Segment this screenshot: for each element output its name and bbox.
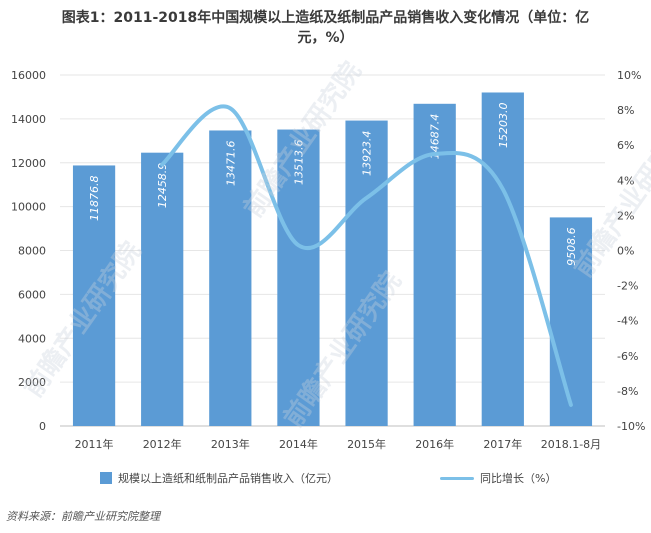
title-line-1: 图表1：2011-2018年中国规模以上造纸及纸制品产品销售收入变化情况（单位：… bbox=[61, 10, 590, 26]
legend-item-bar: 规模以上造纸和纸制品产品销售收入（亿元） bbox=[100, 470, 338, 486]
bar bbox=[141, 152, 184, 427]
x-tick-label: 2017年 bbox=[483, 437, 522, 451]
y-right-tick-label: -4% bbox=[617, 315, 638, 328]
y-left-tick-label: 10000 bbox=[11, 201, 46, 214]
bar bbox=[481, 92, 524, 426]
y-right-tick-label: -6% bbox=[617, 350, 638, 363]
y-right-tick-label: -2% bbox=[617, 280, 638, 293]
bar-data-label: 11876.8 bbox=[88, 175, 101, 221]
chart-legend: 规模以上造纸和纸制品产品销售收入（亿元） 同比增长（%） bbox=[0, 470, 651, 490]
legend-line-swatch bbox=[440, 476, 474, 480]
y-right-tick-label: 4% bbox=[617, 174, 634, 187]
chart-canvas: 0 2000 4000 6000 8000 10000 12000 14000 16000 -10… bbox=[11, 69, 645, 451]
legend-bar-label: 规模以上造纸和纸制品产品销售收入（亿元） bbox=[118, 472, 338, 485]
bar bbox=[549, 217, 593, 426]
y-left-tick-label: 14000 bbox=[11, 113, 46, 126]
y-left-tick-label: 4000 bbox=[18, 332, 46, 345]
y-left-tick-label: 8000 bbox=[18, 245, 46, 258]
x-tick-label: 2012年 bbox=[143, 437, 182, 451]
bar-data-label: 9508.6 bbox=[565, 227, 578, 266]
bar bbox=[72, 165, 116, 426]
bar-data-label: 13923.4 bbox=[361, 131, 374, 177]
bar bbox=[209, 130, 252, 426]
bar-data-label: 12458.9 bbox=[156, 163, 169, 209]
y-right-tick-label: 6% bbox=[617, 139, 634, 152]
bar bbox=[277, 129, 320, 426]
y-right-tick-label: -8% bbox=[617, 385, 638, 398]
y-right-tick-label: 0% bbox=[617, 245, 634, 258]
bar bbox=[345, 120, 388, 426]
x-tick-label: 2014年 bbox=[279, 437, 318, 451]
bar-data-label: 13513.6 bbox=[292, 140, 305, 186]
x-tick-label: 2011年 bbox=[75, 437, 114, 451]
y-left-tick-label: 2000 bbox=[18, 376, 46, 389]
y-left-tick-label: 16000 bbox=[11, 69, 46, 82]
y-right-tick-label: -10% bbox=[617, 420, 645, 433]
x-tick-label: 2015年 bbox=[347, 437, 386, 451]
y-right-tick-label: 10% bbox=[617, 69, 641, 82]
source-note: 资料来源：前瞻产业研究院整理 bbox=[6, 510, 160, 523]
legend-item-line: 同比增长（%） bbox=[440, 470, 556, 486]
y-right-tick-label: 2% bbox=[617, 209, 634, 222]
x-tick-label: 2018.1-8月 bbox=[541, 438, 601, 451]
legend-bar-swatch bbox=[100, 472, 112, 484]
y-right-tick-label: 8% bbox=[617, 104, 634, 117]
x-tick-label: 2016年 bbox=[415, 437, 454, 451]
bar-data-label: 15203.0 bbox=[497, 102, 510, 148]
y-left-tick-label: 12000 bbox=[11, 157, 46, 170]
y-left-tick-label: 6000 bbox=[18, 288, 46, 301]
title-line-2: 元，%） bbox=[297, 30, 354, 46]
chart-title: 图表1：2011-2018年中国规模以上造纸及纸制品产品销售收入变化情况（单位：… bbox=[0, 8, 651, 48]
y-left-tick-label: 0 bbox=[39, 420, 46, 433]
x-tick-label: 2013年 bbox=[211, 437, 250, 451]
legend-line-label: 同比增长（%） bbox=[480, 472, 557, 485]
bar-data-label: 13471.6 bbox=[224, 140, 237, 186]
bar-data-label: 14687.4 bbox=[429, 114, 442, 160]
